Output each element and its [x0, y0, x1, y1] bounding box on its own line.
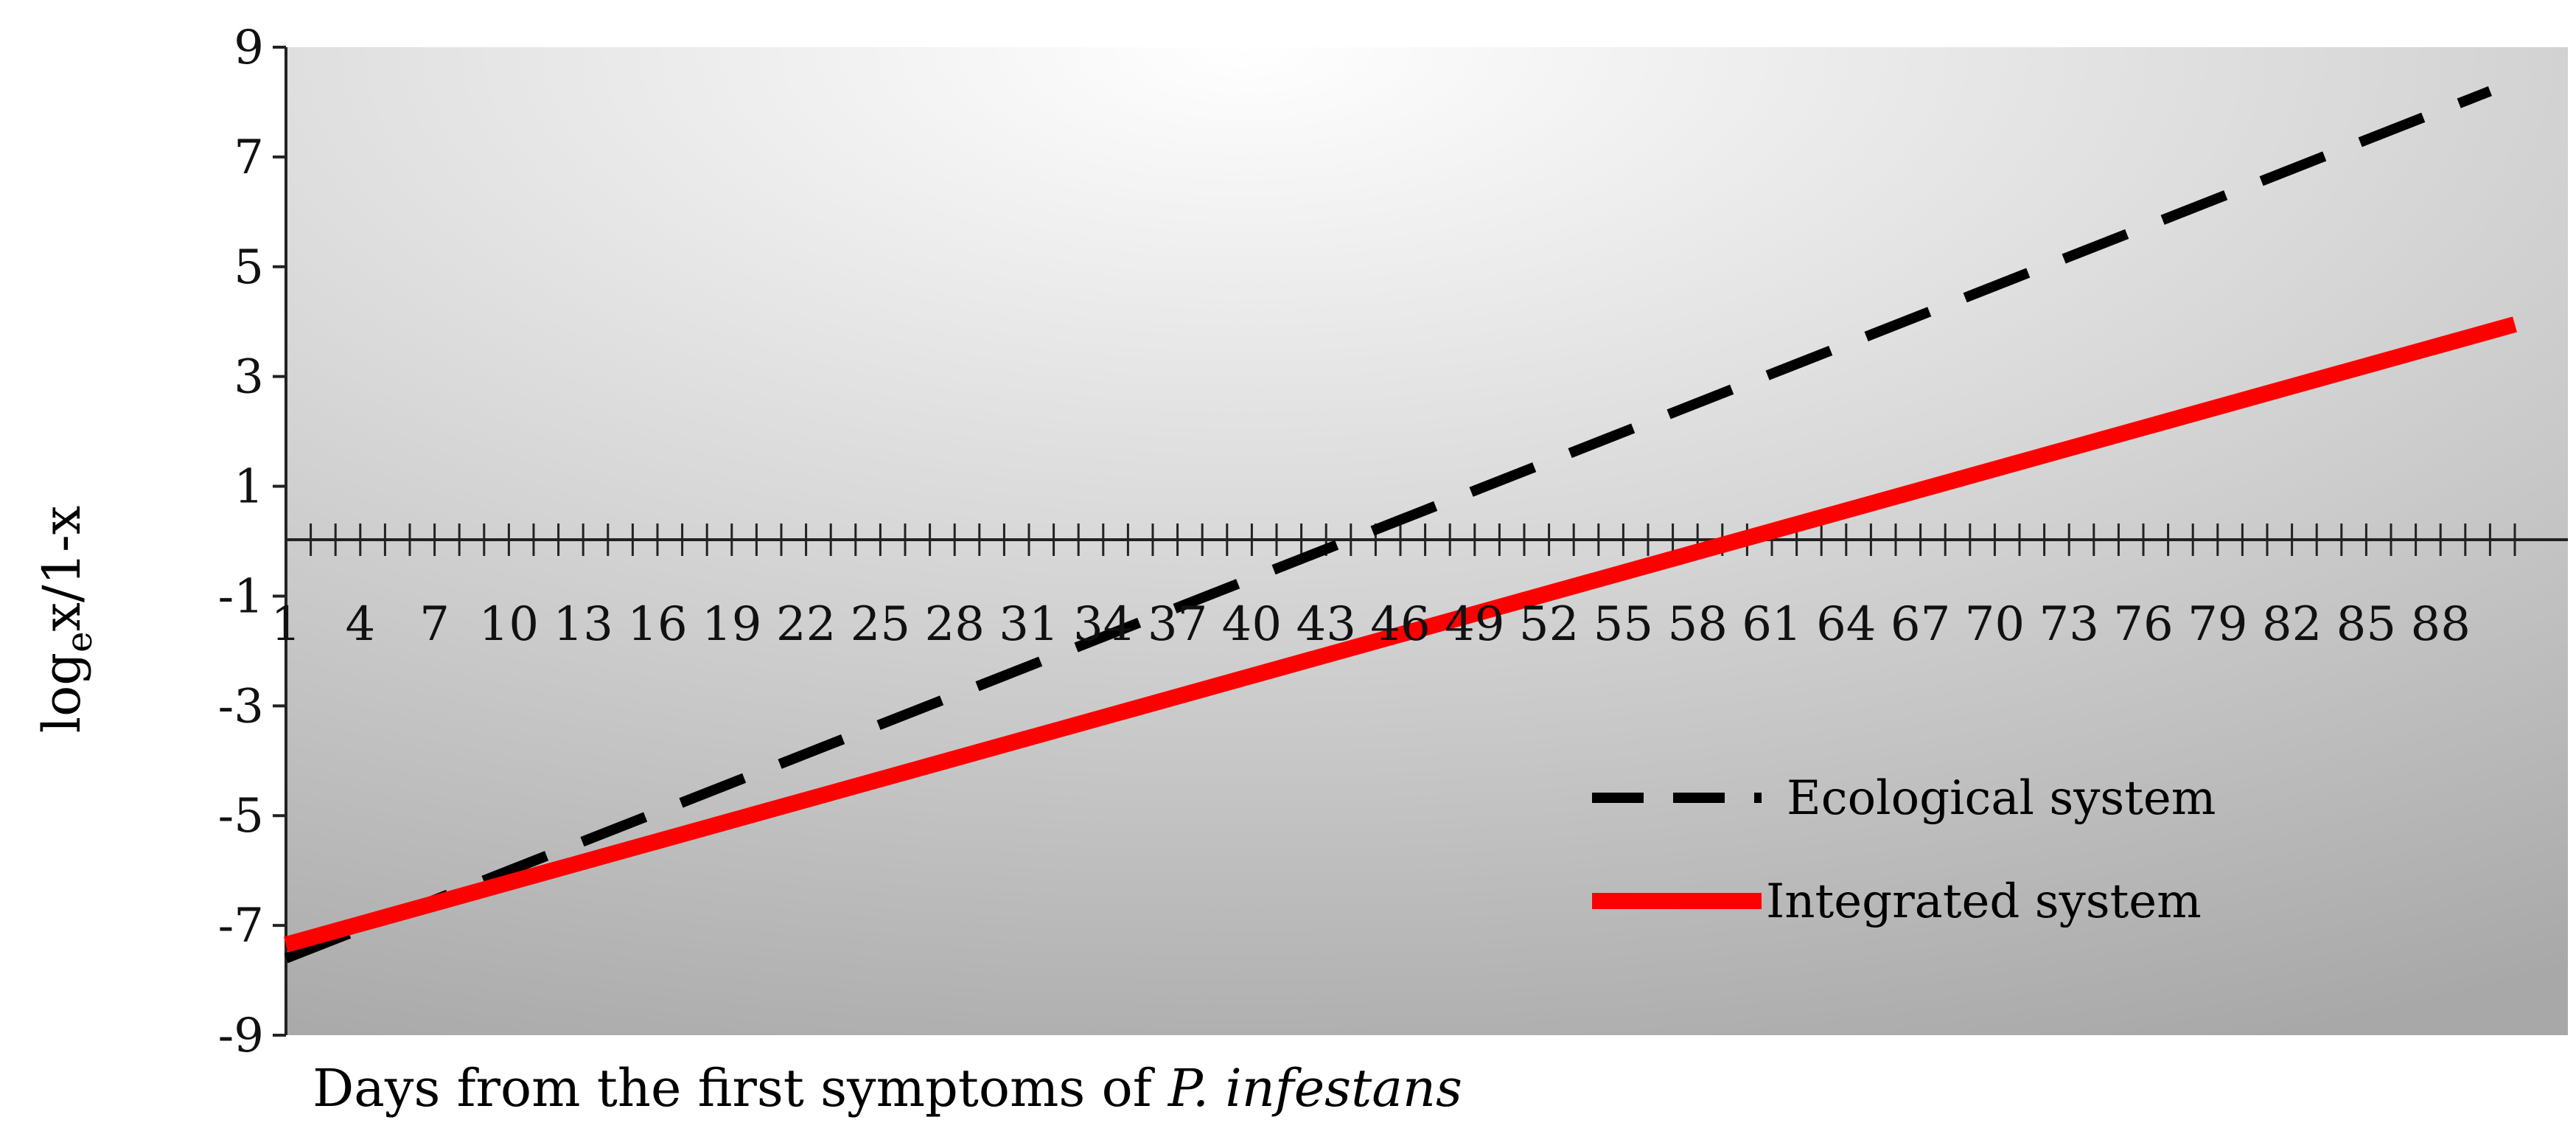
series-group	[284, 86, 2517, 964]
x-tick-label: 10	[479, 597, 539, 652]
x-tick-label: 58	[1667, 597, 1727, 652]
y-tick-label: -3	[218, 679, 264, 734]
x-tick-label: 70	[1965, 597, 2025, 652]
x-tick-label: 79	[2188, 597, 2247, 652]
x-tick-label: 19	[702, 597, 761, 652]
y-axis-title: logex/1-x	[32, 506, 100, 733]
x-tick-label: 55	[1594, 597, 1653, 652]
y-axis-title-log: log	[32, 653, 92, 733]
x-tick-label: 67	[1891, 597, 1950, 652]
y-tick-label: -7	[218, 899, 264, 953]
x-tick-label: 25	[851, 597, 910, 652]
legend: Ecological system Integrated system	[1592, 771, 2216, 929]
y-tick-label: 9	[234, 21, 264, 75]
x-tick-label: 46	[1370, 597, 1430, 652]
x-tick-label: 49	[1445, 597, 1504, 652]
y-tick-label: -5	[218, 789, 264, 843]
y-tick-label: 5	[234, 240, 264, 295]
x-tick-label: 82	[2262, 597, 2322, 652]
series-line-ecological	[284, 86, 2492, 964]
legend-label: Integrated system	[1766, 874, 2202, 929]
x-tick-label: 4	[345, 597, 375, 652]
y-axis-title-expression: x/1-x	[32, 506, 92, 632]
y-tick-label: 1	[234, 460, 264, 515]
y-tick-label: -9	[218, 1009, 264, 1063]
x-tick-label: 31	[999, 597, 1058, 652]
legend-label: Ecological system	[1787, 771, 2216, 826]
x-tick-label: 88	[2410, 597, 2470, 652]
x-tick-label: 61	[1742, 597, 1801, 652]
x-tick-label: 40	[1222, 597, 1282, 652]
y-tick-label: -1	[218, 569, 264, 624]
x-tick-label: 85	[2336, 597, 2396, 652]
x-tick-label: 34	[1073, 597, 1133, 652]
x-tick-label: 64	[1816, 597, 1876, 652]
y-tick-label: 7	[234, 131, 264, 185]
x-tick-label: 43	[1296, 597, 1355, 652]
y-tick-label: 3	[234, 350, 264, 405]
x-tick-label: 13	[553, 597, 612, 652]
x-tick-label: 16	[627, 597, 687, 652]
x-axis-title-species: P. infestans	[1167, 1058, 1462, 1119]
series-line-integrated	[284, 316, 2517, 953]
y-axis-title-subscript: e	[59, 631, 100, 652]
x-tick-label: 37	[1148, 597, 1207, 652]
x-axis-title-text: Days from the first symptoms of	[313, 1058, 1168, 1119]
x-tick-label: 52	[1519, 597, 1579, 652]
x-tick-label: 22	[776, 597, 836, 652]
x-tick-label: 7	[419, 597, 450, 652]
x-tick-label: 73	[2039, 597, 2098, 652]
x-tick-label: 76	[2113, 597, 2173, 652]
x-axis-title: Days from the first symptoms of P. infes…	[313, 1058, 1462, 1119]
x-tick-label: 28	[924, 597, 984, 652]
x-tick-label: 1	[271, 597, 301, 652]
